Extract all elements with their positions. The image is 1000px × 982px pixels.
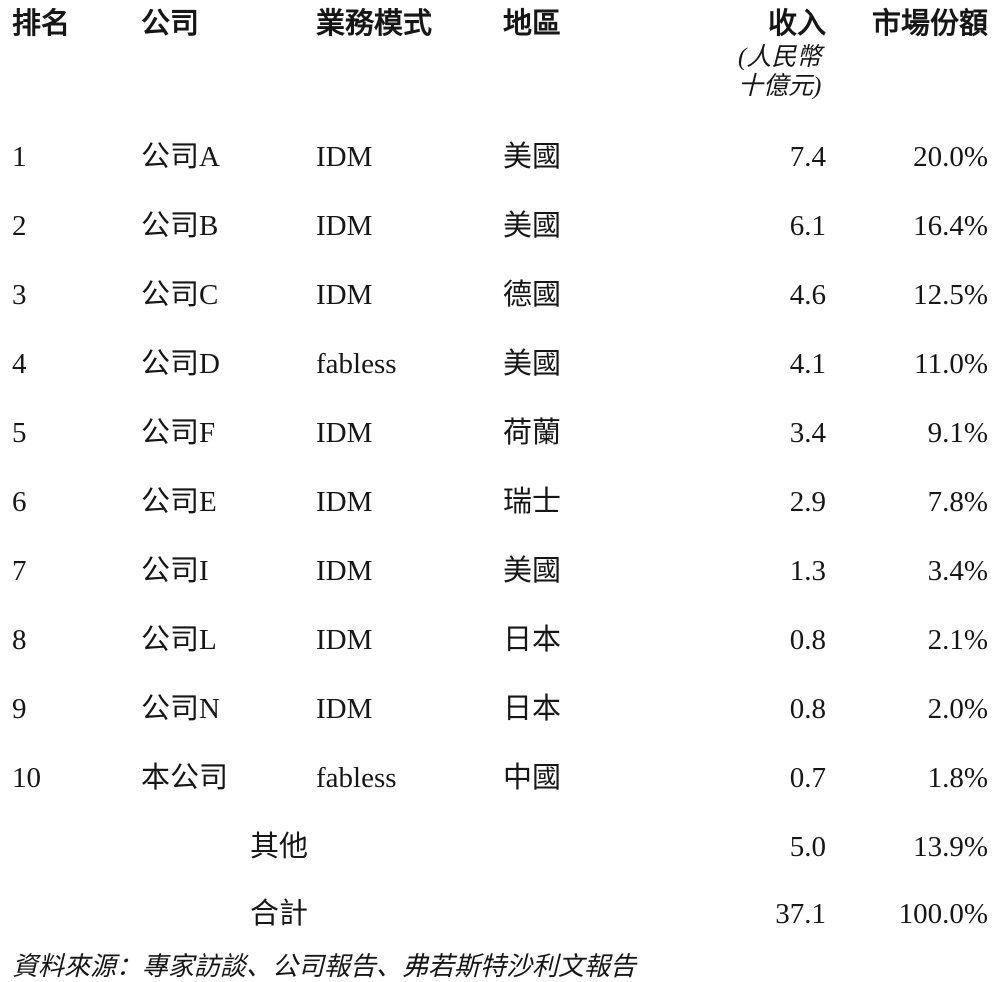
cell-revenue: 6.1 — [789, 210, 826, 242]
cell-revenue: 2.9 — [789, 486, 826, 518]
cell-model: fabless — [316, 762, 397, 794]
header-revenue: 收入 (人民幣 十億元) — [663, 6, 826, 140]
cell-share: 2.1% — [927, 624, 988, 656]
cell-company: 公司C — [141, 279, 219, 311]
table-row: 8 公司L IDM 日本 0.8 2.1% — [12, 623, 988, 692]
cell-model-empty — [316, 830, 503, 897]
source-note: 資料來源：專家訪談、公司報告、弗若斯特沙利文報告 — [12, 952, 637, 981]
header-region: 地區 — [503, 8, 562, 40]
cell-model: IDM — [316, 555, 373, 587]
table-row: 1 公司A IDM 美國 7.4 20.0% — [12, 140, 988, 209]
cell-model: IDM — [316, 417, 373, 449]
cell-company: 本公司 — [141, 762, 229, 794]
cell-share: 7.8% — [927, 486, 988, 518]
cell-region: 美國 — [503, 210, 562, 242]
cell-company: 公司I — [141, 555, 209, 587]
cell-region-empty — [503, 897, 663, 952]
cell-revenue: 4.6 — [789, 279, 826, 311]
cell-region: 瑞士 — [503, 486, 562, 518]
cell-share: 9.1% — [927, 417, 988, 449]
cell-share: 12.5% — [913, 279, 988, 311]
cell-share: 20.0% — [913, 141, 988, 173]
table-row: 5 公司F IDM 荷蘭 3.4 9.1% — [12, 416, 988, 485]
cell-region: 德國 — [503, 279, 562, 311]
cell-company: 公司F — [141, 417, 216, 449]
cell-rank: 9 — [12, 693, 27, 725]
cell-model: fabless — [316, 348, 397, 380]
cell-rank: 5 — [12, 417, 27, 449]
cell-model: IDM — [316, 624, 373, 656]
header-revenue-label: 收入 — [767, 8, 826, 40]
cell-company: 公司D — [141, 348, 220, 380]
table-row: 3 公司C IDM 德國 4.6 12.5% — [12, 278, 988, 347]
cell-model: IDM — [316, 210, 373, 242]
cell-model-empty — [316, 897, 503, 952]
cell-share: 3.4% — [927, 555, 988, 587]
cell-company: 公司N — [141, 693, 220, 725]
others-row: 其他 5.0 13.9% — [12, 830, 988, 897]
header-company: 公司 — [141, 8, 200, 40]
table-row: 9 公司N IDM 日本 0.8 2.0% — [12, 692, 988, 761]
cell-company: 公司B — [141, 210, 219, 242]
cell-rank: 7 — [12, 555, 27, 587]
others-label: 其他 — [249, 831, 308, 863]
cell-share: 16.4% — [913, 210, 988, 242]
cell-revenue: 4.1 — [789, 348, 826, 380]
cell-region: 美國 — [503, 348, 562, 380]
total-label: 合計 — [249, 898, 308, 930]
market-ranking-table: 排名 公司 業務模式 地區 收入 (人民幣 十億元) 市場份額 1 公司A ID… — [12, 6, 988, 952]
cell-share: 11.0% — [914, 348, 988, 380]
cell-rank: 4 — [12, 348, 27, 380]
cell-model: IDM — [316, 141, 373, 173]
cell-rank: 8 — [12, 624, 27, 656]
cell-model: IDM — [316, 486, 373, 518]
cell-share: 2.0% — [927, 693, 988, 725]
cell-region-empty — [503, 830, 663, 897]
cell-company: 公司E — [141, 486, 217, 518]
others-revenue: 5.0 — [789, 831, 826, 863]
total-row: 合計 37.1 100.0% — [12, 897, 988, 952]
table-header-row: 排名 公司 業務模式 地區 收入 (人民幣 十億元) 市場份額 — [12, 6, 988, 140]
cell-region: 日本 — [503, 624, 562, 656]
table-row: 6 公司E IDM 瑞士 2.9 7.8% — [12, 485, 988, 554]
cell-model: IDM — [316, 693, 373, 725]
cell-revenue: 7.4 — [789, 141, 826, 173]
total-share: 100.0% — [898, 898, 988, 930]
cell-rank: 2 — [12, 210, 27, 242]
header-market-share: 市場份額 — [871, 8, 988, 40]
cell-revenue: 0.7 — [789, 762, 826, 794]
revenue-unit-line2: 十億元) — [738, 73, 822, 100]
cell-model: IDM — [316, 279, 373, 311]
header-rank: 排名 — [12, 8, 71, 40]
cell-rank: 6 — [12, 486, 27, 518]
cell-rank: 1 — [12, 141, 27, 173]
cell-region: 荷蘭 — [503, 417, 562, 449]
header-business-model: 業務模式 — [316, 8, 433, 40]
cell-region: 美國 — [503, 555, 562, 587]
total-revenue: 37.1 — [775, 898, 826, 930]
cell-region: 美國 — [503, 141, 562, 173]
cell-revenue: 0.8 — [789, 693, 826, 725]
others-share: 13.9% — [913, 831, 988, 863]
cell-revenue: 0.8 — [789, 624, 826, 656]
cell-revenue: 1.3 — [789, 555, 826, 587]
cell-rank: 10 — [12, 762, 41, 794]
table-row: 10 本公司 fabless 中國 0.7 1.8% — [12, 761, 988, 830]
cell-company: 公司L — [141, 624, 217, 656]
cell-company: 公司A — [141, 141, 220, 173]
cell-revenue: 3.4 — [789, 417, 826, 449]
revenue-unit-line1: (人民幣 — [738, 44, 822, 71]
cell-region: 日本 — [503, 693, 562, 725]
cell-rank: 3 — [12, 279, 27, 311]
cell-region: 中國 — [503, 762, 562, 794]
table-row: 7 公司I IDM 美國 1.3 3.4% — [12, 554, 988, 623]
header-revenue-unit-note: (人民幣 十億元) — [738, 43, 826, 101]
table-row: 4 公司D fabless 美國 4.1 11.0% — [12, 347, 988, 416]
table-row: 2 公司B IDM 美國 6.1 16.4% — [12, 209, 988, 278]
cell-share: 1.8% — [927, 762, 988, 794]
